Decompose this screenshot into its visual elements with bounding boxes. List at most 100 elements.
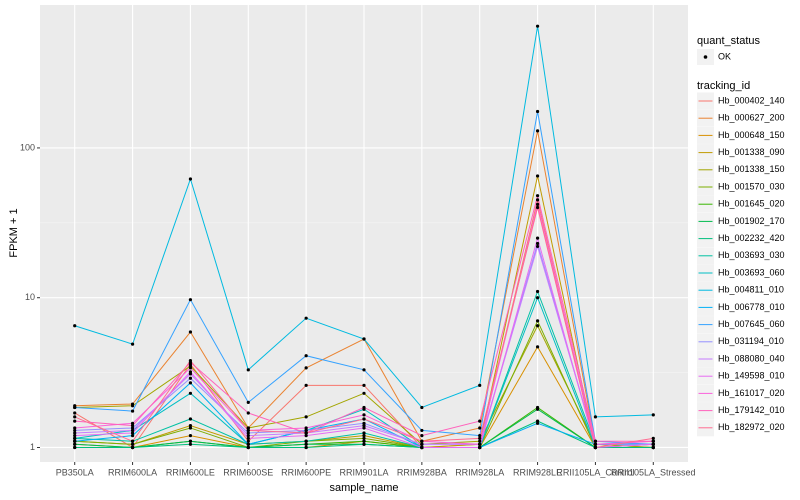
data-point bbox=[73, 415, 77, 419]
y-tick-label: 1 bbox=[30, 442, 35, 452]
data-point bbox=[188, 177, 193, 181]
data-point bbox=[246, 426, 250, 430]
data-point bbox=[593, 442, 598, 446]
data-point bbox=[362, 337, 366, 341]
legend-label: Hb_182972_020 bbox=[718, 422, 785, 432]
legend-label: Hb_001338_150 bbox=[718, 164, 785, 174]
data-point bbox=[188, 434, 193, 438]
data-point bbox=[535, 205, 540, 210]
data-point bbox=[478, 426, 482, 430]
data-point bbox=[420, 445, 424, 450]
data-point bbox=[130, 434, 135, 438]
data-point bbox=[535, 202, 540, 206]
legend-label: Hb_149598_010 bbox=[718, 371, 785, 381]
data-point bbox=[362, 426, 366, 430]
data-point bbox=[246, 428, 250, 433]
legend-label: Hb_000648_150 bbox=[718, 130, 785, 140]
data-point bbox=[535, 244, 540, 249]
data-point bbox=[73, 426, 77, 430]
data-point bbox=[535, 419, 540, 423]
data-point bbox=[73, 428, 77, 433]
data-point bbox=[478, 419, 482, 423]
data-point bbox=[130, 421, 135, 425]
data-point bbox=[246, 436, 250, 440]
legend-label: Hb_179142_010 bbox=[718, 405, 785, 415]
legend-label: Hb_088080_040 bbox=[718, 353, 785, 363]
data-point bbox=[246, 442, 250, 446]
data-point bbox=[130, 342, 135, 346]
data-point bbox=[130, 428, 135, 433]
legend-label: Hb_000627_200 bbox=[718, 113, 785, 123]
data-point bbox=[304, 434, 308, 438]
x-axis-title: sample_name bbox=[329, 482, 398, 494]
data-point bbox=[478, 434, 482, 438]
y-tick-label: 100 bbox=[20, 142, 35, 152]
data-point bbox=[304, 428, 308, 433]
data-point bbox=[246, 411, 250, 415]
legend-point bbox=[703, 55, 708, 59]
x-tick-label: RRIM928LE bbox=[513, 467, 562, 477]
data-point bbox=[362, 423, 366, 428]
legend-label: Hb_004811_010 bbox=[718, 285, 784, 295]
data-point bbox=[651, 442, 655, 446]
data-point bbox=[535, 24, 540, 28]
data-point bbox=[362, 391, 366, 395]
x-tick-label: RRIM600SE bbox=[223, 467, 273, 477]
data-point bbox=[304, 415, 308, 419]
data-point bbox=[188, 442, 193, 446]
legend-title: tracking_id bbox=[697, 80, 750, 92]
data-point bbox=[304, 431, 308, 435]
data-point bbox=[130, 431, 135, 435]
data-point bbox=[246, 368, 250, 372]
data-point bbox=[130, 423, 135, 428]
data-point bbox=[73, 445, 77, 450]
data-point bbox=[73, 419, 77, 423]
data-point bbox=[246, 431, 250, 435]
data-point bbox=[593, 439, 598, 443]
data-point bbox=[188, 417, 193, 421]
data-point bbox=[304, 354, 308, 358]
legend-label: Hb_006778_010 bbox=[718, 302, 785, 312]
data-point bbox=[246, 434, 250, 438]
data-point bbox=[420, 442, 424, 446]
data-point bbox=[535, 345, 540, 349]
data-point bbox=[246, 439, 250, 443]
y-axis-title: FPKM + 1 bbox=[8, 208, 20, 257]
x-tick-label: PB350LA bbox=[56, 467, 94, 477]
x-tick-label: RRIM928LA bbox=[455, 467, 504, 477]
data-point bbox=[420, 439, 424, 443]
data-point bbox=[420, 405, 424, 410]
data-point bbox=[362, 383, 366, 387]
data-point bbox=[535, 421, 540, 425]
data-point bbox=[130, 442, 135, 446]
data-point bbox=[362, 439, 366, 443]
data-point bbox=[593, 415, 598, 419]
data-point bbox=[130, 409, 135, 413]
data-point bbox=[478, 445, 482, 450]
data-point bbox=[362, 421, 366, 425]
legend-label: Hb_003693_030 bbox=[718, 250, 785, 260]
data-point bbox=[535, 324, 540, 328]
legend-label: Hb_001570_030 bbox=[718, 181, 785, 191]
data-point bbox=[188, 366, 193, 370]
data-point bbox=[73, 442, 77, 446]
data-point bbox=[362, 434, 366, 438]
data-point bbox=[188, 439, 193, 443]
data-point bbox=[362, 417, 366, 421]
data-point bbox=[73, 411, 77, 415]
legend-label: Hb_001338_090 bbox=[718, 147, 785, 157]
data-point bbox=[535, 319, 540, 323]
data-point bbox=[535, 109, 540, 114]
x-tick-label: RRII105LA_Stressed bbox=[611, 467, 696, 477]
legend-label: Hb_002232_420 bbox=[718, 233, 785, 243]
legend-label: Hb_000402_140 bbox=[718, 95, 785, 105]
data-point bbox=[130, 439, 135, 443]
data-point bbox=[188, 370, 193, 374]
data-point bbox=[478, 439, 482, 443]
legend-label: Hb_003693_060 bbox=[718, 267, 785, 277]
data-point bbox=[478, 436, 482, 440]
data-point bbox=[362, 413, 366, 417]
data-point bbox=[188, 391, 193, 395]
data-point bbox=[535, 289, 540, 294]
data-point bbox=[304, 383, 308, 387]
